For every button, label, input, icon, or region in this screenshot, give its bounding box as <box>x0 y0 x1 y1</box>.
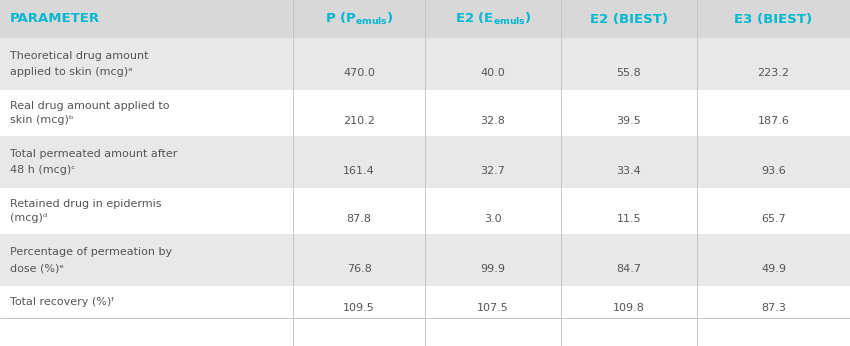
Bar <box>0 234 850 286</box>
Text: 161.4: 161.4 <box>343 166 375 176</box>
Bar <box>0 0 850 38</box>
Bar <box>0 38 850 90</box>
Text: 55.8: 55.8 <box>616 69 642 78</box>
Bar <box>0 188 850 234</box>
Text: 48 h (mcg)ᶜ: 48 h (mcg)ᶜ <box>10 165 76 175</box>
Text: 107.5: 107.5 <box>477 303 509 313</box>
Text: 187.6: 187.6 <box>757 116 790 126</box>
Text: P (P$_{\mathregular{emuls}}$): P (P$_{\mathregular{emuls}}$) <box>325 11 394 27</box>
Bar <box>0 286 850 318</box>
Text: 40.0: 40.0 <box>480 69 506 78</box>
Text: 210.2: 210.2 <box>343 116 375 126</box>
Text: Total recovery (%)ᶠ: Total recovery (%)ᶠ <box>10 297 115 307</box>
Text: 87.3: 87.3 <box>761 303 786 313</box>
Text: Total permeated amount after: Total permeated amount after <box>10 149 178 159</box>
Text: Retained drug in epidermis: Retained drug in epidermis <box>10 199 161 209</box>
Text: 84.7: 84.7 <box>616 264 642 274</box>
Text: 32.7: 32.7 <box>480 166 506 176</box>
Text: 65.7: 65.7 <box>761 214 786 224</box>
Text: 99.9: 99.9 <box>480 264 506 274</box>
Text: 223.2: 223.2 <box>757 69 790 78</box>
Text: 93.6: 93.6 <box>761 166 786 176</box>
Text: Real drug amount applied to: Real drug amount applied to <box>10 101 170 111</box>
Text: (mcg)ᵈ: (mcg)ᵈ <box>10 213 48 223</box>
Text: 87.8: 87.8 <box>347 214 371 224</box>
Text: applied to skin (mcg)ᵃ: applied to skin (mcg)ᵃ <box>10 67 133 77</box>
Text: skin (mcg)ᵇ: skin (mcg)ᵇ <box>10 115 74 125</box>
Text: dose (%)ᵉ: dose (%)ᵉ <box>10 263 65 273</box>
Text: E2 (E$_{\mathregular{emuls}}$): E2 (E$_{\mathregular{emuls}}$) <box>455 11 531 27</box>
Text: 33.4: 33.4 <box>616 166 642 176</box>
Bar <box>0 136 850 188</box>
Text: Theoretical drug amount: Theoretical drug amount <box>10 51 149 61</box>
Text: 3.0: 3.0 <box>484 214 501 224</box>
Text: 109.5: 109.5 <box>343 303 375 313</box>
Bar <box>0 90 850 136</box>
Text: 32.8: 32.8 <box>480 116 506 126</box>
Text: E3 (BIEST): E3 (BIEST) <box>734 12 813 26</box>
Text: PARAMETER: PARAMETER <box>10 12 100 26</box>
Text: 109.8: 109.8 <box>613 303 645 313</box>
Text: 49.9: 49.9 <box>761 264 786 274</box>
Text: E2 (BIEST): E2 (BIEST) <box>590 12 668 26</box>
Text: Percentage of permeation by: Percentage of permeation by <box>10 247 173 257</box>
Text: 39.5: 39.5 <box>616 116 642 126</box>
Text: 470.0: 470.0 <box>343 69 375 78</box>
Text: 76.8: 76.8 <box>347 264 371 274</box>
Text: 11.5: 11.5 <box>617 214 641 224</box>
